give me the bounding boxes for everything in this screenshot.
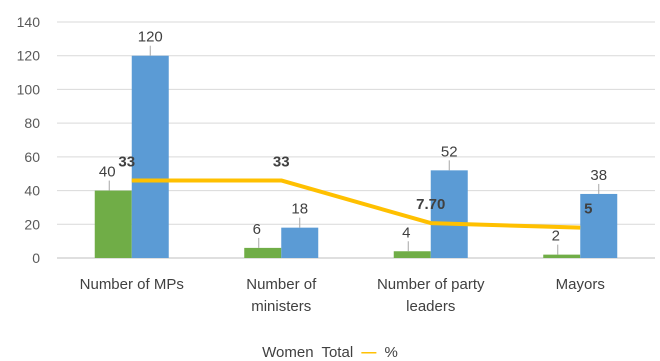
- data-label-total: 120: [138, 29, 163, 46]
- category-label: Mayors: [556, 276, 605, 293]
- y-tick-label: 60: [24, 149, 40, 165]
- bars: [94, 55, 618, 258]
- y-axis-ticks: 0 20 40 60 80 100 120 140: [17, 14, 41, 266]
- data-label-percent: 5: [584, 201, 592, 218]
- data-label-percent: 7.70: [416, 196, 445, 213]
- data-label-women: 40: [99, 164, 116, 181]
- category-label: Number of ministers: [246, 276, 317, 315]
- data-label-women: 4: [402, 224, 410, 241]
- legend: Women Total — %: [262, 344, 398, 361]
- category-labels: Number of MPs Number of ministers Number of…: [80, 276, 605, 315]
- y-tick-label: 120: [17, 48, 41, 64]
- bar-total: [281, 227, 319, 258]
- bar-women: [244, 247, 282, 258]
- y-tick-label: 20: [24, 216, 40, 232]
- category-label: Number of party leaders: [377, 276, 485, 315]
- legend-total: Total: [321, 344, 353, 361]
- legend-percent: %: [385, 344, 398, 361]
- bar-total: [430, 170, 468, 258]
- bar-total: [131, 55, 169, 258]
- data-label-total: 18: [291, 201, 308, 218]
- y-tick-label: 80: [24, 115, 40, 131]
- bar-women: [94, 190, 132, 258]
- data-label-women: 2: [552, 228, 560, 245]
- data-label-percent: 33: [273, 153, 290, 170]
- y-tick-label: 140: [17, 14, 41, 30]
- bar-women: [393, 251, 431, 258]
- percent-line: [131, 178, 581, 230]
- y-tick-label: 100: [17, 81, 41, 97]
- bar-women: [543, 254, 581, 258]
- data-label-women: 6: [253, 221, 261, 238]
- y-tick-label: 40: [24, 183, 40, 199]
- y-tick-label: 0: [32, 250, 40, 266]
- percent-line-path: [131, 178, 581, 230]
- bar-total: [580, 193, 618, 258]
- legend-women: Women: [262, 344, 313, 361]
- data-labels: 40 120 6 18 4 52 2 38 33 33 7.70 5: [99, 29, 607, 255]
- category-label: Number of MPs: [80, 276, 184, 293]
- legend-line-marker: —: [361, 344, 376, 361]
- data-label-percent: 33: [118, 153, 135, 170]
- data-label-total: 38: [590, 167, 607, 184]
- data-label-total: 52: [441, 143, 458, 160]
